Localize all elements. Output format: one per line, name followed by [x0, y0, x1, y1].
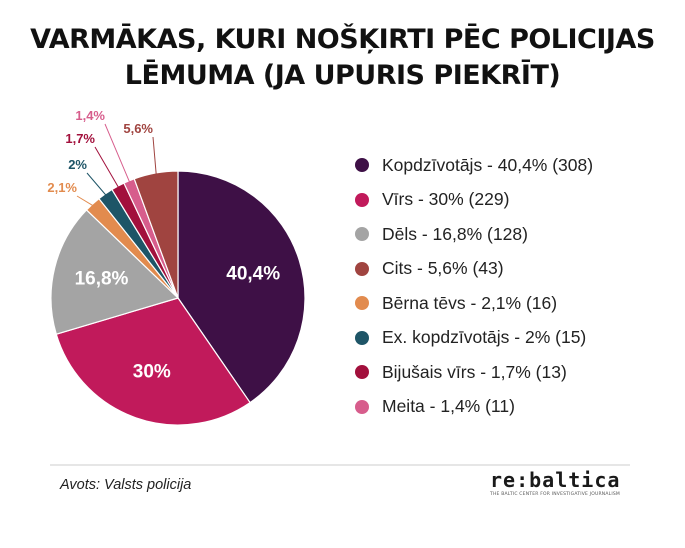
slice-label-bijusais-virs: 1,7%	[65, 131, 95, 146]
slice-label-virs: 30%	[133, 361, 171, 382]
legend-label-virs: Vīrs - 30% (229)	[382, 189, 510, 210]
legend-label-kopdzivotajs: Kopdzīvotājs - 40,4% (308)	[382, 154, 594, 175]
slice-label-kopdzivotajs: 40,4%	[226, 264, 280, 285]
legend-item-virs: Vīrs - 30% (229)	[355, 183, 593, 218]
leader-line-ex-kopdzivotajs	[86, 172, 108, 198]
legend-item-berna-tevs: Bērna tēvs - 2,1% (16)	[355, 286, 593, 321]
legend-item-cits: Cits - 5,6% (43)	[355, 252, 593, 287]
legend-swatch-kopdzivotajs	[355, 158, 369, 173]
legend-label-meita: Meita - 1,4% (11)	[382, 396, 515, 417]
chart-title-line-2: LĒMUMA (JA UPURIS PIEKRĪT)	[124, 60, 561, 91]
legend-label-cits: Cits - 5,6% (43)	[382, 258, 504, 279]
legend-label-berna-tevs: Bērna tēvs - 2,1% (16)	[382, 292, 558, 313]
leader-line-bijusais-virs	[94, 146, 121, 190]
legend-label-bijusais-virs: Bijušais vīrs - 1,7% (13)	[382, 361, 567, 382]
pie-slice-kopdzivotajs	[177, 170, 306, 404]
slice-label-dels: 16,8%	[75, 268, 129, 289]
pie-slice-dels	[50, 209, 180, 335]
legend-item-ex-kopdzivotajs: Ex. kopdzīvotājs - 2% (15)	[355, 321, 593, 356]
pie-slice-virs	[55, 297, 251, 426]
rebaltica-logo: re:baltica THE BALTIC CENTER FOR INVESTI…	[490, 468, 620, 498]
chart-legend: Kopdzīvotājs - 40,4% (308) Vīrs - 30% (22…	[355, 148, 593, 424]
legend-swatch-virs	[355, 192, 369, 207]
slice-label-meita: 1,4%	[75, 108, 105, 123]
legend-label-dels: Dēls - 16,8% (128)	[382, 223, 528, 244]
legend-label-ex-kopdzivotajs: Ex. kopdzīvotājs - 2% (15)	[382, 327, 587, 348]
legend-item-meita: Meita - 1,4% (11)	[355, 390, 593, 425]
slice-label-ex-kopdzivotajs: 2%	[68, 157, 87, 172]
legend-item-kopdzivotajs: Kopdzīvotājs - 40,4% (308)	[355, 148, 593, 183]
slice-label-cits: 5,6%	[123, 121, 153, 136]
legend-swatch-ex-kopdzivotajs	[355, 330, 369, 345]
legend-swatch-dels	[355, 227, 369, 242]
legend-item-dels: Dēls - 16,8% (128)	[355, 217, 593, 252]
legend-item-bijusais-virs: Bijušais vīrs - 1,7% (13)	[355, 355, 593, 390]
slice-label-berna-tevs: 2,1%	[47, 180, 77, 195]
chart-title-line-1: VARMĀKAS, KURI NOŠĶIRTI PĒC POLICIJAS	[30, 24, 655, 55]
chart-title: VARMĀKAS, KURI NOŠĶIRTI PĒC POLICIJAS LĒ…	[0, 22, 685, 94]
leader-line-meita	[104, 123, 131, 185]
legend-swatch-berna-tevs	[355, 296, 369, 311]
leader-line-berna-tevs	[76, 195, 96, 208]
legend-swatch-cits	[355, 261, 369, 276]
legend-swatch-meita	[355, 399, 369, 414]
logo-brand: re:baltica	[490, 468, 621, 492]
logo-tagline: THE BALTIC CENTER FOR INVESTIGATIVE JOUR…	[490, 492, 620, 497]
source-note: Avots: Valsts policija	[60, 477, 192, 493]
footer-divider	[50, 464, 630, 466]
leader-line-cits	[152, 136, 157, 177]
legend-swatch-bijusais-virs	[355, 365, 369, 380]
